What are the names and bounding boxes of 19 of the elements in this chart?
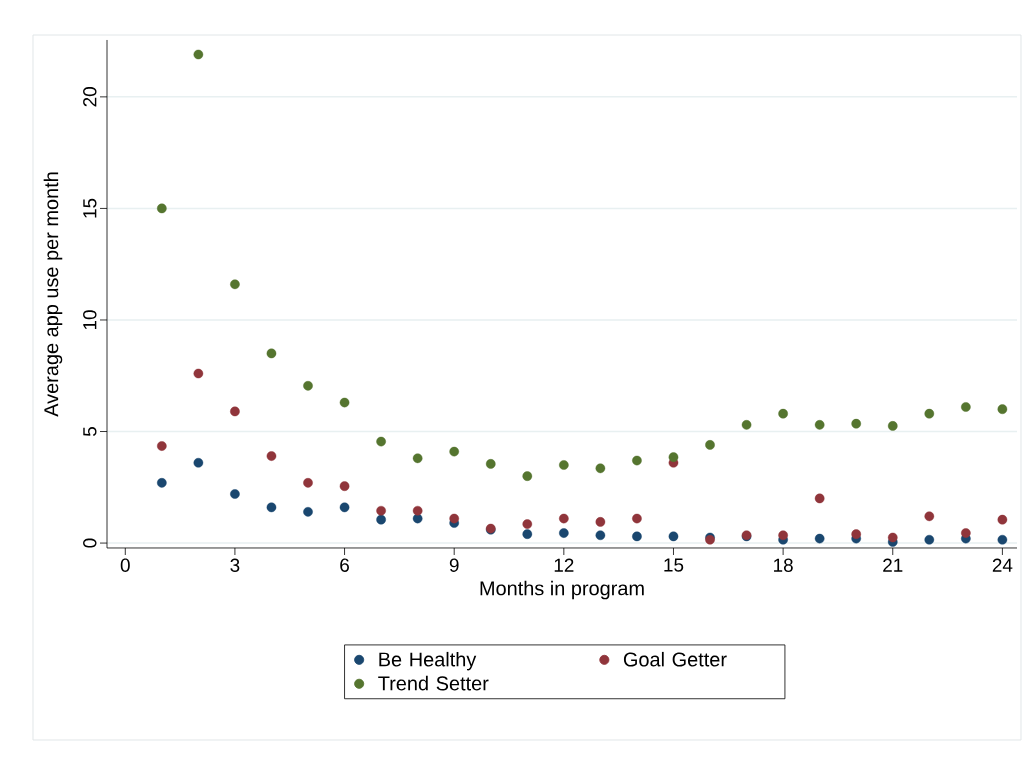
x-tick-label: 21 xyxy=(883,558,903,572)
legend-label: Trend Setter xyxy=(378,675,489,691)
x-tick-label: 24 xyxy=(992,558,1013,572)
y-tick-label: 10 xyxy=(83,310,97,330)
y-tick-label: 0 xyxy=(83,538,97,548)
x-tick-label: 15 xyxy=(664,558,684,572)
x-axis-title: Months in program xyxy=(480,580,644,600)
x-tick-label: 9 xyxy=(449,558,459,572)
x-tick-label: 18 xyxy=(774,558,793,572)
x-tick-label: 12 xyxy=(554,558,574,572)
y-tick-label: 15 xyxy=(83,198,97,218)
y-axis-title: Average app use per month xyxy=(43,172,63,417)
x-tick-label: 3 xyxy=(230,558,240,572)
x-tick-label: 6 xyxy=(340,558,349,572)
legend-label: Be Healthy xyxy=(379,651,477,671)
y-tick-label: 20 xyxy=(83,87,97,107)
y-tick-label: 5 xyxy=(83,427,97,437)
x-tick-label: 0 xyxy=(120,558,130,572)
legend-label: Goal Getter xyxy=(623,651,727,667)
